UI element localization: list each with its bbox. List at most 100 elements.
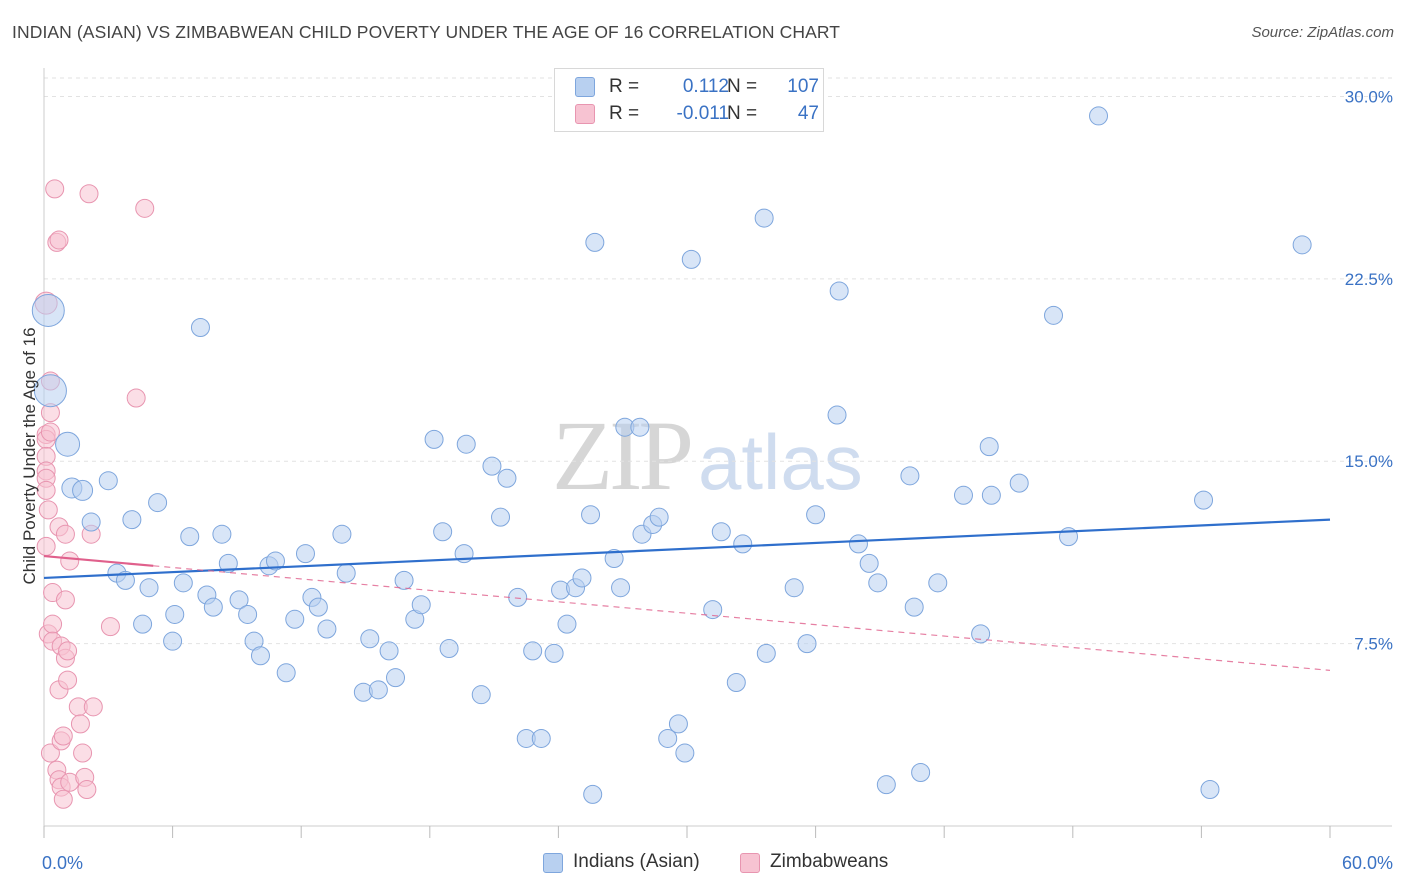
indian-asian-point — [115, 570, 135, 590]
legend-n-value: 47 — [797, 103, 819, 124]
y-axis-label: Child Poverty Under the Age of 16 — [20, 327, 39, 585]
zimbabwean-point — [73, 743, 93, 763]
zimbabwean-point — [77, 780, 97, 800]
indian-asian-point — [911, 763, 931, 783]
indian-asian-point — [544, 643, 564, 663]
indian-asian-point — [332, 524, 352, 544]
indians-asian-points — [31, 106, 1312, 804]
zimbabwean-point — [70, 714, 90, 734]
zimbabweans-points — [34, 179, 155, 809]
source-label: Source: ZipAtlas.com — [1251, 24, 1394, 41]
legend-n-label: N = — [727, 103, 758, 124]
zimbabwean-point — [100, 617, 120, 637]
indian-asian-point — [411, 595, 431, 615]
indian-asian-point — [360, 629, 380, 649]
indian-asian-point — [681, 249, 701, 269]
indian-asian-point — [523, 641, 543, 661]
indian-asian-point — [471, 685, 491, 705]
indian-asian-point — [165, 604, 185, 624]
indian-asian-point — [981, 485, 1001, 505]
indian-asian-point — [1089, 106, 1109, 126]
indian-asian-point — [31, 293, 65, 327]
legend-r-value: -0.011 — [676, 103, 729, 124]
y-tick-label: 15.0% — [1345, 452, 1393, 471]
indian-asian-point — [497, 468, 517, 488]
indian-asian-point — [1292, 235, 1312, 255]
indian-asian-point — [1200, 780, 1220, 800]
indian-asian-point — [784, 578, 804, 598]
indian-asian-point — [122, 510, 142, 530]
indian-asian-point — [133, 614, 153, 634]
indian-asian-point — [482, 456, 502, 476]
indian-asian-point — [711, 522, 731, 542]
bottom-legend-label: Zimbabweans — [770, 851, 889, 872]
indian-asian-point — [456, 434, 476, 454]
indian-asian-point — [928, 573, 948, 593]
indian-asian-point — [675, 743, 695, 763]
zimbabwean-point — [79, 184, 99, 204]
indian-asian-point — [797, 634, 817, 654]
indian-asian-point — [336, 563, 356, 583]
indian-asian-point — [572, 568, 592, 588]
indian-asian-point — [649, 507, 669, 527]
indian-asian-point — [424, 429, 444, 449]
legend-swatch-pink — [575, 104, 595, 124]
zimbabweans-trend-line — [43, 554, 154, 567]
indian-asian-point — [1194, 490, 1214, 510]
indian-asian-point — [630, 417, 650, 437]
legend-r-label: R = — [609, 76, 640, 97]
indian-asian-point — [904, 597, 924, 617]
legend-n-value: 107 — [787, 76, 819, 97]
indian-asian-point — [583, 784, 603, 804]
zimbabwean-point — [38, 500, 58, 520]
indian-asian-point — [829, 281, 849, 301]
zimbabwean-point — [58, 641, 78, 661]
indian-asian-point — [308, 597, 328, 617]
indian-asian-point — [611, 578, 631, 598]
indian-asian-point — [1044, 305, 1064, 325]
indian-asian-point — [386, 668, 406, 688]
indian-asian-point — [581, 505, 601, 525]
gridlines — [44, 77, 1392, 645]
zimbabwean-point — [49, 230, 69, 250]
indian-asian-point — [668, 714, 688, 734]
zimbabwean-point — [45, 179, 65, 199]
zimbabwean-point — [40, 743, 60, 763]
indian-asian-point — [557, 614, 577, 634]
y-tick-label: 30.0% — [1345, 87, 1393, 106]
legend-r-label: R = — [609, 103, 640, 124]
axes — [43, 68, 1392, 838]
indian-asian-point — [1009, 473, 1029, 493]
zimbabwean-point — [43, 614, 63, 634]
zimbabwean-point — [55, 524, 75, 544]
zimbabwean-point — [53, 789, 73, 809]
indian-asian-point — [148, 493, 168, 513]
indian-asian-point — [658, 728, 678, 748]
indian-asian-point — [285, 609, 305, 629]
indian-asian-point — [979, 437, 999, 457]
indian-asian-point — [806, 505, 826, 525]
indian-asian-point — [585, 232, 605, 252]
indian-asian-point — [180, 527, 200, 547]
indian-asian-point — [190, 317, 210, 337]
legend-n-label: N = — [727, 76, 758, 97]
indian-asian-point — [848, 534, 868, 554]
zimbabwean-point — [36, 480, 56, 500]
x-tick-label: 0.0% — [42, 853, 83, 873]
indian-asian-point — [238, 604, 258, 624]
indian-asian-point — [531, 728, 551, 748]
indian-asian-point — [229, 590, 249, 610]
zimbabwean-point — [60, 551, 80, 571]
y-tick-label: 22.5% — [1345, 270, 1393, 289]
zimbabweans-trend-line-dashed — [153, 565, 1331, 671]
x-tick-label: 60.0% — [1342, 853, 1393, 873]
indian-asian-point — [81, 512, 101, 532]
indian-asian-point — [72, 479, 94, 501]
trend-lines — [43, 518, 1331, 671]
indian-asian-point — [827, 405, 847, 425]
legend-swatch-blue — [575, 77, 595, 97]
y-tick-label: 7.5% — [1354, 635, 1393, 654]
bottom-legend-swatch-blue — [543, 853, 563, 873]
indian-asian-point — [726, 673, 746, 693]
